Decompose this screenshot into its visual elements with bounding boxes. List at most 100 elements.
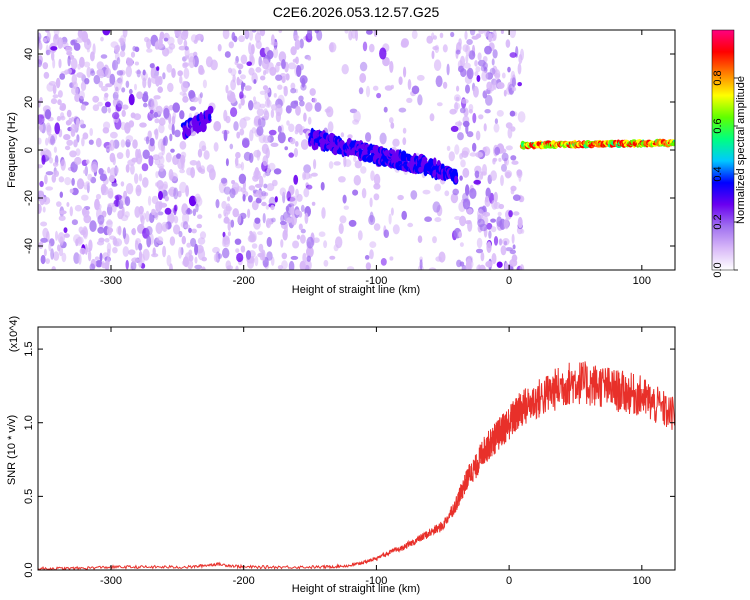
spectrogram-cell — [61, 252, 67, 263]
spectrogram-cell — [472, 142, 477, 152]
spectrogram-cell — [433, 35, 437, 40]
spectrogram-cell — [500, 174, 504, 187]
spectrogram-cell — [492, 49, 498, 59]
spectrogram-cell — [158, 190, 163, 201]
spectrogram-cell — [485, 195, 489, 203]
spectrogram-cell — [490, 218, 496, 223]
spectrogram-cell — [162, 245, 167, 258]
spectrogram-cell — [517, 82, 522, 87]
spectrogram-cell — [478, 30, 485, 35]
spectrogram-cell — [466, 67, 474, 80]
spectrogram-cell — [245, 30, 249, 37]
spectrogram-cell — [157, 152, 164, 160]
spectrogram-cell — [270, 142, 279, 147]
spectrogram-cell — [369, 241, 377, 249]
spectrogram-cell — [114, 194, 123, 201]
spectrogram-cell — [111, 182, 118, 187]
spectrogram-cell — [505, 39, 511, 48]
spectrogram-cell — [142, 177, 149, 188]
spectrogram-cell — [59, 236, 64, 246]
spectrogram-cell — [235, 151, 241, 159]
spectrogram-cell — [373, 193, 380, 201]
spectrogram-cell — [288, 62, 296, 70]
spectrogram-cell — [279, 187, 287, 197]
spectrogram-cell — [517, 111, 526, 123]
spectrogram-cell — [238, 69, 242, 75]
spectrogram-cell — [230, 219, 235, 228]
spectrogram-cell — [275, 111, 281, 123]
spectrogram-cell — [104, 101, 111, 108]
spectrogram-cell — [432, 236, 437, 244]
spectrogram-cell — [505, 145, 513, 151]
spectrogram-cell — [163, 107, 170, 119]
spectrogram-cell — [463, 120, 470, 128]
spectrogram-cell — [410, 190, 418, 200]
spectrogram-cell — [293, 34, 300, 40]
spectrogram-cell — [173, 224, 181, 235]
spectrogram-cell — [466, 208, 473, 215]
spectrogram-cell — [158, 123, 165, 134]
spectrogram-cell — [326, 106, 334, 118]
spectrogram-cell — [284, 224, 288, 236]
spectrogram-cell — [303, 112, 307, 122]
x-tick-label: -300 — [100, 575, 122, 587]
spectrogram-cell — [71, 187, 79, 196]
spectrogram-cell — [249, 232, 255, 243]
spectrogram-cell — [125, 148, 130, 159]
spectrogram-cell — [475, 130, 481, 141]
spectrogram-cell — [482, 164, 487, 176]
spectrogram-cell — [122, 227, 127, 240]
spectrogram-cell — [270, 41, 278, 46]
spectrogram-cell — [125, 164, 130, 173]
spectrogram-cell — [433, 59, 442, 71]
spectrogram-cell — [188, 56, 196, 69]
spectrogram-cell — [478, 264, 486, 270]
spectrogram-cell — [484, 30, 490, 38]
spectrogram-cell — [74, 93, 81, 102]
spectrogram-cell — [173, 187, 179, 200]
spectrogram-cell — [155, 171, 159, 179]
spectrogram-cell — [70, 58, 78, 70]
spectrogram-cell — [131, 257, 139, 263]
spectrogram-cell — [266, 236, 272, 248]
spectrogram-cell — [81, 31, 89, 43]
spectrogram-cell — [194, 256, 198, 264]
spectrogram-cell — [503, 218, 509, 230]
spectrogram-cell — [256, 149, 261, 161]
spectrogram-cell — [290, 255, 299, 260]
spectrogram-cell — [457, 132, 464, 141]
spectrogram-cell — [454, 144, 460, 155]
spectrogram-cell — [99, 252, 103, 262]
spectrogram-cell — [503, 89, 507, 97]
spectrogram-cell — [435, 75, 443, 88]
spectrogram-cell — [275, 74, 283, 81]
spectrogram-cell — [116, 100, 123, 108]
spectrogram-cell — [448, 151, 455, 162]
spectrogram-cell — [469, 30, 476, 36]
spectrogram-cell — [45, 122, 51, 133]
spectrogram-cell — [463, 62, 471, 69]
x-tick-label: -100 — [365, 275, 387, 287]
spectrogram-cell — [333, 161, 341, 166]
spectrogram-cell — [61, 41, 69, 49]
spectrogram-cell — [162, 224, 167, 232]
spectrogram-cell — [189, 160, 198, 166]
spectrogram-cell — [225, 84, 229, 94]
spectrogram-cell — [184, 55, 189, 60]
spectrogram-cell — [138, 173, 143, 182]
spectrogram-cell — [68, 117, 73, 125]
spectrogram-cell — [307, 30, 313, 40]
spectrogram-cell — [344, 30, 349, 34]
spectrogram-cell — [353, 175, 361, 186]
spectrogram-cell — [103, 95, 108, 102]
spectrogram-cell — [50, 135, 56, 146]
spectrogram-cell — [79, 119, 85, 126]
spectrogram-cell — [446, 145, 451, 151]
spectrogram-cell — [221, 238, 227, 247]
spectrogram-cell — [177, 190, 182, 198]
spectrogram-cell — [227, 231, 231, 237]
spectrogram-cell — [45, 186, 54, 191]
spectrogram-cell — [59, 191, 63, 198]
